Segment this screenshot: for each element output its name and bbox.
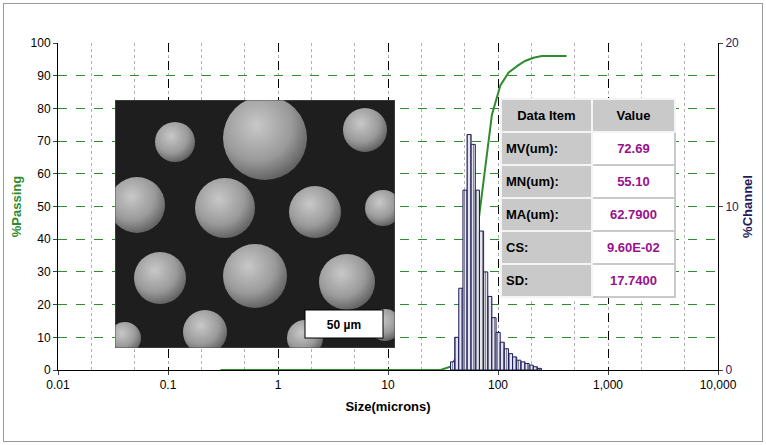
svg-text:1: 1 <box>275 378 282 392</box>
svg-text:50 µm: 50 µm <box>327 318 361 332</box>
svg-text:10: 10 <box>725 200 739 214</box>
html-text:MA(um):: MA(um): <box>506 207 559 222</box>
svg-text:10,000: 10,000 <box>700 378 737 392</box>
svg-text:0.01: 0.01 <box>46 378 70 392</box>
svg-text:%Channel: %Channel <box>740 175 755 238</box>
svg-text:%Passing: %Passing <box>9 176 24 237</box>
svg-text:100: 100 <box>31 36 51 50</box>
svg-text:0.1: 0.1 <box>160 378 177 392</box>
svg-text:10: 10 <box>37 331 51 345</box>
html-text:Data Item: Data Item <box>517 108 576 123</box>
svg-text:0: 0 <box>725 363 732 377</box>
svg-text:40: 40 <box>37 232 51 246</box>
svg-text:90: 90 <box>37 69 51 83</box>
html-text:62.7900: 62.7900 <box>609 207 657 222</box>
svg-text:10: 10 <box>381 378 395 392</box>
html-text:CS:: CS: <box>506 240 529 255</box>
svg-text:50: 50 <box>37 200 51 214</box>
html-text:9.60E-02: 9.60E-02 <box>607 240 660 255</box>
html-text:SD:: SD: <box>506 273 529 288</box>
svg-text:60: 60 <box>37 167 51 181</box>
svg-text:1,000: 1,000 <box>593 378 623 392</box>
svg-text:0: 0 <box>44 363 51 377</box>
html-text:MV(um):: MV(um): <box>506 141 558 156</box>
html-text:17.7400: 17.7400 <box>609 273 657 288</box>
svg-text:30: 30 <box>37 265 51 279</box>
html-text:55.10: 55.10 <box>617 174 650 189</box>
html-text:MN(um):: MN(um): <box>506 174 559 189</box>
svg-text:20: 20 <box>725 36 739 50</box>
svg-text:Size(microns): Size(microns) <box>345 399 430 414</box>
svg-text:100: 100 <box>488 378 508 392</box>
html-text:72.69: 72.69 <box>617 141 650 156</box>
svg-text:80: 80 <box>37 102 51 116</box>
html-text:Value: Value <box>616 108 651 123</box>
svg-text:20: 20 <box>37 298 51 312</box>
svg-text:70: 70 <box>37 134 51 148</box>
